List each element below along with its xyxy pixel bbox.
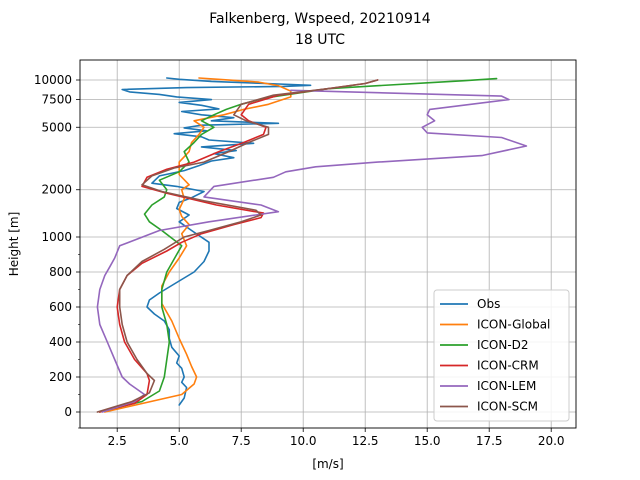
y-tick-label: 200 (49, 370, 72, 384)
x-tick-label: 5.0 (170, 434, 189, 448)
series-line-icon-lem (96, 89, 528, 413)
x-tick-label: 7.5 (232, 434, 251, 448)
y-axis-label: Height [m] (7, 212, 21, 277)
plot-frame (79, 59, 577, 429)
x-tick-label: 12.5 (352, 434, 379, 448)
x-axis: 2.5 5.0 7.5 10.0 12.5 15.0 17.5 20.0 (108, 428, 565, 448)
y-tick-label: 400 (49, 335, 72, 349)
y-tick-label: 5000 (41, 120, 72, 134)
legend-label: ICON-LEM (477, 379, 536, 393)
series-line-icon-global (104, 77, 292, 413)
y-tick-label: 2000 (41, 183, 72, 197)
legend-label: ICON-Global (477, 318, 550, 332)
legend-label: ICON-CRM (477, 359, 539, 373)
y-tick-label: 0 (64, 405, 72, 419)
legend-label: Obs (477, 297, 500, 311)
chart-title: Falkenberg, Wspeed, 20210914 (209, 11, 431, 27)
x-tick-label: 2.5 (108, 434, 127, 448)
y-tick-label: 1000 (41, 230, 72, 244)
y-tick-label: 7500 (41, 93, 72, 107)
x-tick-label: 10.0 (290, 434, 317, 448)
chart-subtitle: 18 UTC (295, 32, 345, 48)
series-line-icon-scm (96, 79, 379, 413)
y-tick-label: 10000 (34, 73, 72, 87)
x-tick-label: 15.0 (414, 434, 441, 448)
y-tick-label: 600 (49, 300, 72, 314)
legend-box (433, 289, 570, 422)
x-tick-label: 20.0 (538, 434, 565, 448)
legend: Obs ICON-Global ICON-D2 ICON-CRM ICON-LEM ICO… (433, 289, 570, 422)
legend-label: ICON-D2 (477, 338, 529, 352)
y-tick-label: 800 (49, 265, 72, 279)
legend-label: ICON-SCM (477, 400, 538, 414)
y-axis: 0 200 400 600 800 1000 2000 5000 7500 10000 (34, 73, 80, 429)
series-layer (96, 77, 528, 413)
x-tick-label: 17.5 (476, 434, 503, 448)
x-axis-label: [m/s] (312, 457, 343, 471)
